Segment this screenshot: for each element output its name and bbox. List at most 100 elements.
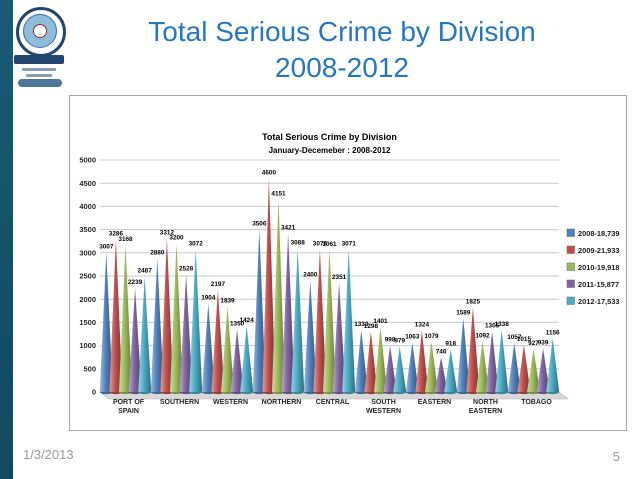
cone-2010-1 — [170, 243, 183, 392]
cone-2012-8 — [546, 338, 560, 392]
cone-2009-4 — [313, 249, 327, 392]
data-label: 4600 — [262, 170, 277, 177]
slide-title-line1: Total Serious Crime by Division — [148, 16, 536, 47]
x-axis-category-label: EASTERN — [469, 408, 502, 415]
y-axis-tick-label: 0 — [92, 388, 96, 397]
chart-svg: 0 500 1000 1500 2000 2500 3000 3500 4000 4500 5000… — [79, 132, 620, 415]
cone-2011-0 — [128, 288, 142, 392]
data-label: 2528 — [179, 266, 194, 273]
crest-banner-icon — [14, 55, 64, 64]
legend-label: 2008-18,739 — [578, 229, 620, 238]
x-axis-category-label: WESTERN — [213, 399, 248, 406]
data-label: 1333 — [354, 321, 369, 328]
data-label: 3506 — [252, 220, 267, 227]
data-label: 1079 — [424, 333, 439, 340]
data-label: 2880 — [150, 249, 165, 256]
cone-2009-3 — [262, 178, 276, 392]
legend-marker — [566, 262, 575, 271]
chart-title: Total Serious Crime by Division — [262, 132, 397, 142]
data-label: 979 — [394, 338, 405, 345]
x-axis-category-label: CENTRAL — [316, 399, 350, 406]
x-axis-category-label: NORTHERN — [262, 399, 302, 406]
cone-2010-2 — [221, 306, 234, 392]
x-axis-category-label: NORTH — [473, 399, 498, 406]
cone-2009-6 — [415, 330, 429, 392]
y-axis-tick-label: 4000 — [79, 202, 96, 211]
y-axis-tick-label: 500 — [83, 364, 96, 373]
data-label: 2239 — [128, 279, 143, 286]
cone-2011-3 — [281, 233, 295, 392]
data-label: 1338 — [495, 321, 510, 328]
crime-chart: 0 500 1000 1500 2000 2500 3000 3500 4000 4500 5000… — [69, 95, 627, 431]
cone-2008-7 — [456, 318, 470, 392]
data-label: 1156 — [546, 329, 560, 336]
y-axis-tick-label: 2000 — [79, 295, 96, 304]
cone-2008-6 — [405, 342, 419, 392]
cone-2012-1 — [189, 249, 203, 392]
cone-2011-5 — [383, 345, 397, 392]
cone-2008-4 — [303, 280, 317, 392]
y-axis-tick-label: 5000 — [79, 156, 96, 165]
cone-2008-1 — [150, 258, 164, 392]
y-axis-tick-label: 3000 — [79, 248, 96, 257]
data-label: 3200 — [169, 235, 184, 242]
data-label: 3088 — [291, 240, 306, 247]
chart-subtitle: January-Decemeber : 2008-2012 — [269, 146, 391, 155]
cone-2012-3 — [291, 248, 305, 392]
data-label: 3312 — [160, 229, 175, 236]
cone-2011-8 — [536, 348, 550, 392]
data-label: 1401 — [373, 318, 388, 325]
data-label: 1063 — [405, 334, 420, 341]
cone-2008-3 — [252, 229, 266, 392]
data-label: 1092 — [475, 332, 490, 339]
data-label: 1350 — [230, 320, 245, 327]
data-label: 4151 — [271, 190, 286, 197]
y-axis-tick-label: 3500 — [79, 225, 96, 234]
data-label: 3072 — [189, 240, 204, 247]
data-label: 2351 — [332, 274, 347, 281]
data-label: 3286 — [109, 231, 124, 238]
data-label: 3421 — [281, 224, 296, 231]
crest-motto-ribbon — [18, 79, 62, 87]
cone-2010-7 — [476, 341, 489, 392]
cone-2012-6 — [444, 349, 458, 392]
slide-title: Total Serious Crime by Division 2008-201… — [60, 14, 624, 86]
cone-2012-4 — [342, 249, 356, 392]
cone-2009-2 — [211, 290, 225, 392]
data-label: 3061 — [322, 241, 337, 248]
cone-2012-7 — [495, 329, 509, 392]
data-label: 1839 — [220, 298, 235, 305]
cone-2008-2 — [201, 303, 215, 392]
cone-2009-8 — [517, 344, 531, 392]
cone-2012-5 — [393, 346, 407, 392]
y-axis-tick-label: 4500 — [79, 179, 96, 188]
legend-label: 2009-21,933 — [578, 246, 620, 255]
legend-marker — [566, 296, 575, 305]
cone-2010-5 — [374, 326, 387, 392]
y-axis-tick-label: 1500 — [79, 318, 96, 327]
crest-core-icon — [33, 24, 47, 38]
data-label: 3168 — [118, 236, 133, 243]
cone-2010-6 — [425, 341, 438, 392]
cone-2008-5 — [354, 330, 368, 392]
cone-2010-3 — [272, 199, 285, 392]
data-label: 1424 — [240, 317, 255, 324]
data-label: 918 — [445, 340, 456, 347]
crest-text-line — [26, 74, 52, 77]
legend-label: 2010-19,918 — [578, 263, 620, 272]
x-axis-category-label: TOBAGO — [521, 399, 552, 406]
legend-marker — [566, 245, 575, 254]
data-label: 3071 — [342, 241, 357, 248]
data-label: 3076 — [313, 240, 328, 247]
data-label: 2400 — [303, 272, 318, 279]
data-label: 2487 — [138, 268, 153, 275]
data-label: 2197 — [211, 281, 226, 288]
data-label: 998 — [385, 337, 396, 344]
cone-2011-4 — [332, 282, 346, 392]
y-axis-tick-label: 2500 — [79, 272, 96, 281]
legend-marker — [566, 228, 575, 237]
data-label: 1305 — [485, 322, 500, 329]
data-label: 1298 — [364, 323, 379, 330]
data-label: 1324 — [415, 322, 430, 329]
